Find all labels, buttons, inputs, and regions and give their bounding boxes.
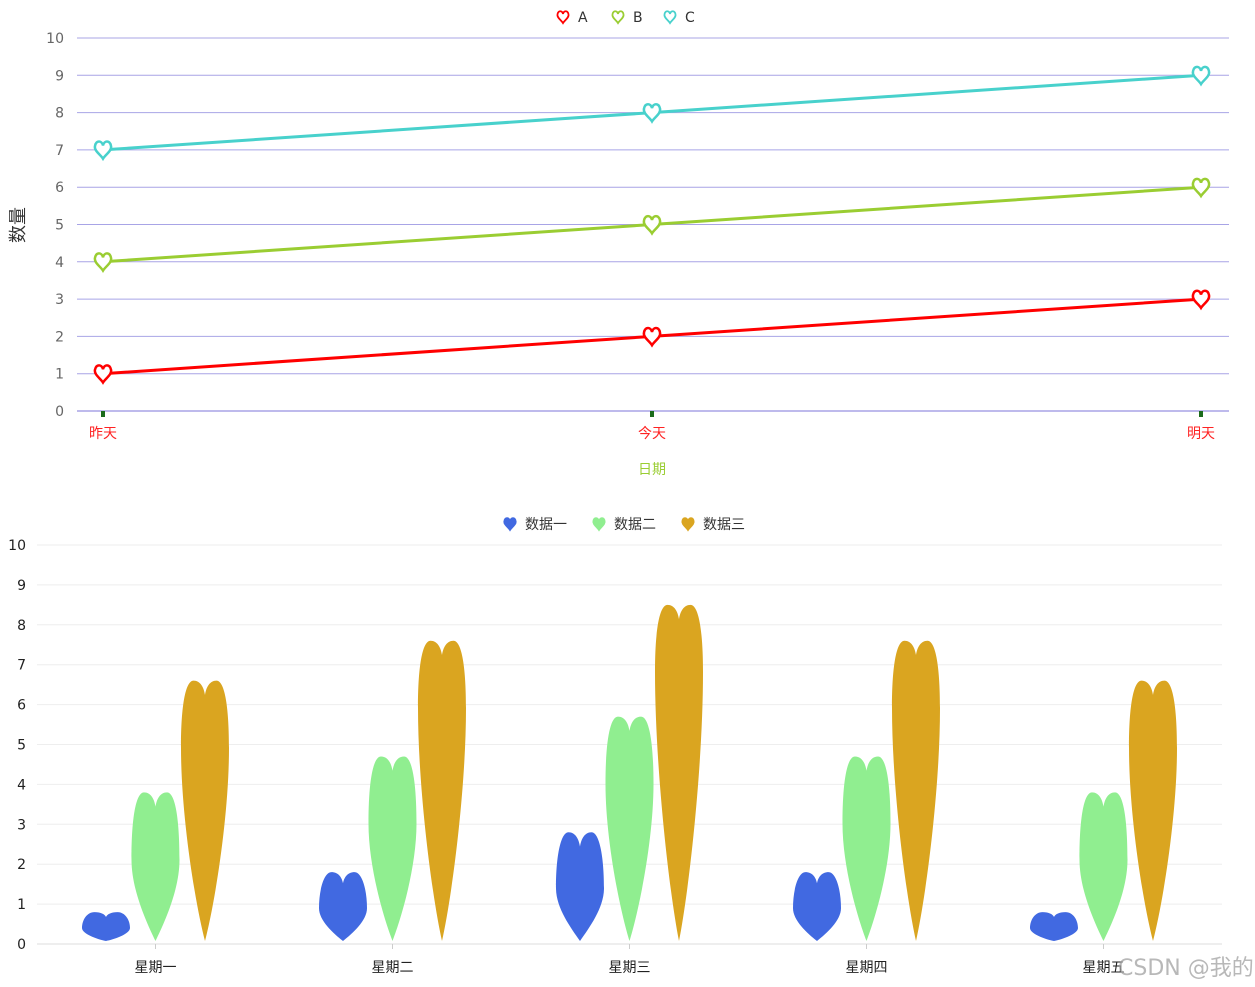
y-tick-label: 9 bbox=[55, 68, 64, 84]
y-tick-label: 4 bbox=[55, 255, 64, 271]
line-series-b bbox=[93, 177, 1211, 274]
data-point-heart-marker bbox=[642, 326, 662, 348]
y-tick-label: 9 bbox=[17, 578, 26, 594]
bar-chart-y-ticks: 0 1 2 3 4 5 6 7 8 9 10 bbox=[8, 538, 26, 953]
legend-label: B bbox=[633, 10, 643, 26]
y-tick-label: 3 bbox=[17, 817, 26, 833]
y-tick-label: 0 bbox=[55, 404, 64, 420]
line-series-c bbox=[93, 65, 1211, 162]
x-tick-mark bbox=[650, 411, 654, 417]
heart-bar bbox=[842, 756, 891, 941]
x-tick-label: 今天 bbox=[638, 426, 666, 442]
y-tick-label: 2 bbox=[55, 329, 64, 345]
heart-bar bbox=[655, 604, 703, 941]
data-point-heart-marker bbox=[642, 102, 662, 124]
line-chart-y-ticks: 0 1 2 3 4 5 6 7 8 9 10 bbox=[46, 31, 64, 420]
heart-bar bbox=[82, 912, 130, 941]
y-tick-label: 1 bbox=[55, 367, 64, 383]
legend-label: 数据一 bbox=[525, 517, 567, 533]
data-point-heart-marker bbox=[93, 140, 113, 162]
heart-bar bbox=[368, 756, 417, 941]
bar-series-3 bbox=[181, 604, 1177, 941]
heart-bar bbox=[556, 832, 604, 941]
legend-label: 数据二 bbox=[614, 517, 656, 533]
y-tick-label: 8 bbox=[17, 618, 26, 634]
x-tick-label: 星期四 bbox=[846, 960, 888, 976]
heart-bar bbox=[1129, 680, 1177, 941]
legend-heart-icon bbox=[503, 517, 517, 532]
legend-label: C bbox=[685, 10, 695, 26]
data-point-heart-marker bbox=[93, 252, 113, 274]
x-tick-mark bbox=[101, 411, 105, 417]
y-tick-label: 2 bbox=[17, 857, 26, 873]
bar-series-2 bbox=[131, 716, 1128, 941]
x-tick-mark bbox=[1199, 411, 1203, 417]
legend-heart-icon bbox=[592, 517, 606, 532]
legend-label: A bbox=[578, 10, 588, 26]
x-tick-label: 昨天 bbox=[89, 426, 117, 442]
line-chart-legend: A B C bbox=[556, 10, 695, 26]
heart-bar bbox=[131, 792, 180, 941]
y-tick-label: 7 bbox=[55, 143, 64, 159]
y-tick-label: 4 bbox=[17, 777, 26, 793]
y-tick-label: 10 bbox=[8, 538, 26, 554]
data-point-heart-marker bbox=[93, 364, 113, 385]
y-tick-label: 3 bbox=[55, 292, 64, 308]
bar-chart-x-ticks: 星期一 星期二 星期三 星期四 星期五 bbox=[135, 944, 1125, 976]
x-tick-label: 星期一 bbox=[135, 960, 177, 976]
heart-bar bbox=[793, 872, 841, 941]
heart-bar bbox=[892, 640, 940, 941]
x-tick-label: 明天 bbox=[1187, 426, 1215, 442]
line-chart-x-ticks: 昨天 今天 明天 bbox=[89, 411, 1215, 442]
data-point-heart-marker bbox=[642, 214, 662, 236]
legend-heart-icon bbox=[556, 10, 570, 25]
heart-bar bbox=[418, 640, 466, 941]
x-axis-label: 日期 bbox=[638, 462, 666, 478]
y-tick-label: 7 bbox=[17, 658, 26, 674]
heart-bar bbox=[181, 680, 229, 941]
y-tick-label: 1 bbox=[17, 897, 26, 913]
heart-bar bbox=[1030, 912, 1078, 941]
data-point-heart-marker bbox=[1191, 177, 1211, 199]
data-point-heart-marker bbox=[1191, 289, 1211, 311]
y-tick-label: 8 bbox=[55, 106, 64, 122]
bar-chart-legend: 数据一 数据二 数据三 bbox=[503, 517, 745, 533]
x-tick-label: 星期五 bbox=[1083, 960, 1125, 976]
legend-heart-icon bbox=[611, 10, 625, 25]
y-tick-label: 0 bbox=[17, 937, 26, 953]
y-tick-label: 6 bbox=[55, 180, 64, 196]
legend-label: 数据三 bbox=[703, 517, 745, 533]
watermark-text: CSDN @我的... bbox=[1118, 956, 1255, 981]
y-axis-label: 数量 bbox=[8, 207, 29, 243]
heart-bar bbox=[1079, 792, 1128, 941]
heart-bar bbox=[605, 716, 654, 941]
legend-heart-icon bbox=[663, 10, 677, 25]
heart-bar bbox=[319, 872, 367, 941]
y-tick-label: 6 bbox=[17, 698, 26, 714]
data-point-heart-marker bbox=[1191, 65, 1211, 87]
legend-heart-icon bbox=[681, 517, 695, 532]
x-tick-label: 星期三 bbox=[609, 960, 651, 976]
line-series-a bbox=[93, 289, 1211, 385]
bar-series-1 bbox=[82, 832, 1078, 941]
y-tick-label: 5 bbox=[55, 218, 64, 234]
x-tick-label: 星期二 bbox=[372, 960, 414, 976]
y-tick-label: 10 bbox=[46, 31, 64, 47]
y-tick-label: 5 bbox=[17, 738, 26, 754]
